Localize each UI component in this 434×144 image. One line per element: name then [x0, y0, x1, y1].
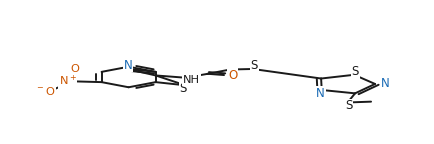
Text: N: N [123, 59, 132, 72]
Text: NH: NH [183, 75, 200, 85]
Text: N: N [380, 77, 389, 90]
Text: S: S [179, 82, 187, 95]
Text: S: S [351, 65, 358, 78]
Text: N$^+$: N$^+$ [59, 73, 76, 88]
Text: S: S [250, 59, 257, 72]
Text: O: O [227, 69, 237, 82]
Text: N: N [316, 87, 324, 100]
Text: O: O [70, 64, 79, 74]
Text: $^-$O: $^-$O [35, 85, 55, 97]
Text: S: S [345, 99, 352, 112]
